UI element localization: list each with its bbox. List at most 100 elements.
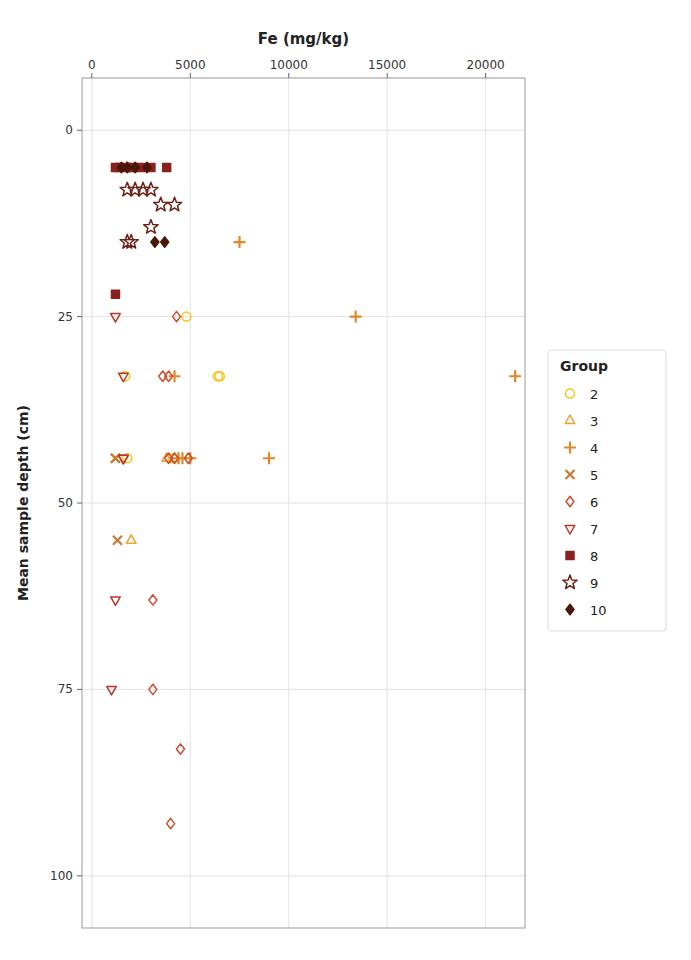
legend-label: 8 — [590, 549, 598, 564]
point — [131, 162, 139, 172]
legend-marker — [566, 389, 575, 398]
series-5 — [111, 454, 122, 545]
plot-frame — [82, 78, 525, 928]
point — [184, 452, 196, 464]
tick-label-y: 0 — [65, 123, 73, 137]
tick-mark-y — [77, 689, 82, 690]
tick-mark-x — [190, 73, 191, 78]
tick-label-x: 10000 — [270, 58, 308, 72]
legend-title: Group — [560, 358, 608, 374]
legend-marker — [564, 442, 576, 454]
point — [144, 182, 158, 196]
tick-label-y: 100 — [50, 869, 73, 883]
legend-marker — [565, 526, 575, 535]
point — [119, 455, 129, 464]
tick-label-x: 0 — [88, 58, 96, 72]
point — [163, 163, 171, 171]
point — [136, 182, 150, 196]
point — [165, 371, 173, 381]
legend-label: 4 — [590, 441, 598, 456]
y-axis: 0 25 50 75 100 — [50, 123, 82, 883]
x-axis-label: Fe (mg/kg) — [258, 30, 349, 48]
legend-marker — [565, 415, 575, 424]
tick-mark-x — [485, 73, 486, 78]
grid-line-y — [82, 875, 525, 876]
y-axis-label: Mean sample depth (cm) — [15, 405, 31, 601]
legend: Group 2 3 4 5 6 7 8 9 10 — [548, 350, 666, 631]
grid — [82, 78, 525, 928]
point — [126, 535, 136, 544]
grid-line-y — [82, 316, 525, 317]
tick-mark-y — [77, 875, 82, 876]
point — [107, 686, 117, 695]
series-4 — [169, 236, 522, 464]
legend-label: 6 — [590, 495, 598, 510]
point — [111, 597, 121, 606]
tick-mark-y — [77, 316, 82, 317]
series-10 — [117, 162, 168, 247]
point — [120, 182, 134, 196]
point — [149, 595, 157, 605]
legend-marker — [566, 604, 574, 614]
point — [167, 197, 181, 211]
series-6 — [149, 311, 192, 828]
point — [119, 373, 129, 382]
tick-label-x: 20000 — [467, 58, 505, 72]
point — [128, 182, 142, 196]
point — [143, 162, 151, 172]
legend-marker — [563, 575, 577, 589]
tick-label-y: 50 — [58, 496, 73, 510]
series-3 — [122, 162, 179, 543]
tick-mark-y — [77, 130, 82, 131]
legend-label: 10 — [590, 603, 607, 618]
tick-mark-y — [77, 503, 82, 504]
legend-marker — [566, 470, 575, 479]
point — [509, 370, 521, 382]
legend-label: 7 — [590, 522, 598, 537]
point — [144, 220, 158, 234]
point — [167, 818, 175, 828]
point — [165, 453, 173, 463]
tick-label-y: 25 — [58, 310, 73, 324]
chart: 05000100001500020000Fe (mg/kg)0255075100… — [0, 0, 691, 960]
point — [350, 311, 362, 323]
point — [111, 290, 119, 298]
point — [215, 372, 224, 381]
point — [151, 237, 159, 247]
x-axis: 0 5000 10000 15000 20000 — [88, 58, 505, 78]
tick-mark-x — [91, 73, 92, 78]
point — [149, 684, 157, 694]
plot-background — [82, 78, 525, 928]
legend-frame — [548, 350, 666, 631]
point — [119, 455, 129, 464]
point — [176, 744, 184, 754]
series-8 — [111, 163, 170, 298]
legend-label: 5 — [590, 468, 598, 483]
point — [182, 312, 191, 321]
tick-label-x: 15000 — [368, 58, 406, 72]
legend-label: 9 — [590, 576, 598, 591]
point — [173, 311, 181, 321]
legend-marker — [566, 496, 574, 506]
legend-marker — [566, 552, 574, 560]
legend-label: 3 — [590, 414, 598, 429]
point — [113, 536, 122, 545]
grid-line-y — [82, 130, 525, 131]
tick-label-x: 5000 — [175, 58, 206, 72]
legend-label: 2 — [590, 387, 598, 402]
series-9 — [120, 182, 182, 248]
point — [161, 237, 169, 247]
grid-line-y — [82, 503, 525, 504]
point — [111, 314, 121, 323]
point — [123, 162, 131, 172]
point — [263, 452, 275, 464]
point — [120, 235, 134, 249]
point — [154, 197, 168, 211]
series-2 — [121, 312, 225, 463]
points — [107, 162, 521, 829]
tick-mark-x — [288, 73, 289, 78]
tick-label-y: 75 — [58, 682, 73, 696]
tick-mark-x — [387, 73, 388, 78]
series-7 — [107, 314, 128, 695]
point — [234, 236, 246, 248]
